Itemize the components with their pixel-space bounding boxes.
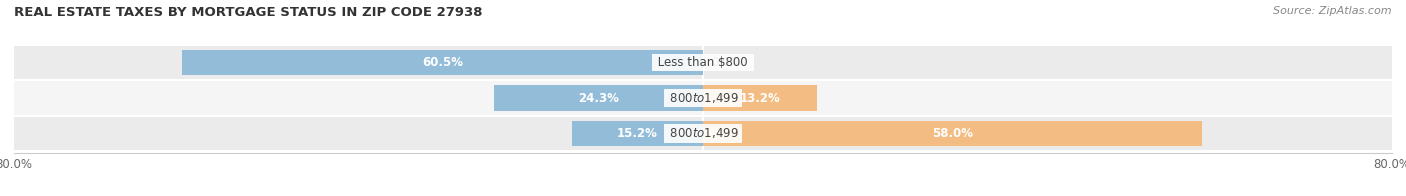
Text: 60.5%: 60.5%: [422, 56, 463, 69]
Bar: [181, 50, 703, 75]
Text: 0.0%: 0.0%: [711, 56, 741, 69]
Text: $800 to $1,499: $800 to $1,499: [666, 126, 740, 140]
Text: 24.3%: 24.3%: [578, 92, 619, 104]
Text: 15.2%: 15.2%: [617, 127, 658, 140]
Text: Less than $800: Less than $800: [654, 56, 752, 69]
Legend: Without Mortgage, With Mortgage: Without Mortgage, With Mortgage: [574, 193, 832, 196]
Text: REAL ESTATE TAXES BY MORTGAGE STATUS IN ZIP CODE 27938: REAL ESTATE TAXES BY MORTGAGE STATUS IN …: [14, 6, 482, 19]
Text: 58.0%: 58.0%: [932, 127, 973, 140]
Text: $800 to $1,499: $800 to $1,499: [666, 91, 740, 105]
Bar: [14, 81, 1392, 115]
Bar: [572, 121, 703, 146]
Bar: [494, 85, 703, 111]
Text: Source: ZipAtlas.com: Source: ZipAtlas.com: [1274, 6, 1392, 16]
Bar: [703, 85, 817, 111]
Bar: [14, 46, 1392, 79]
Bar: [14, 117, 1392, 150]
Bar: [703, 121, 1202, 146]
Text: 13.2%: 13.2%: [740, 92, 780, 104]
